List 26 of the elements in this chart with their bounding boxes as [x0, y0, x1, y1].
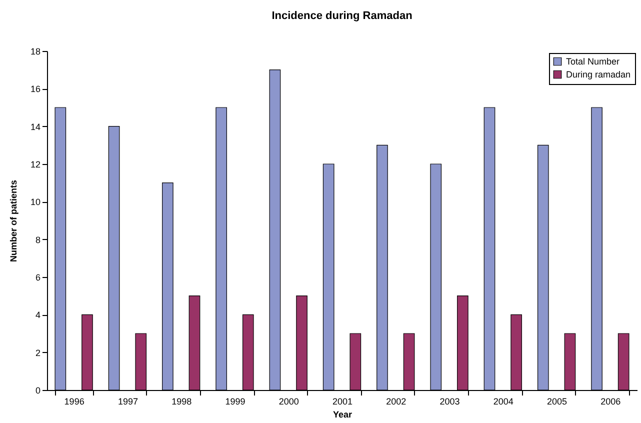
y-tick-label: 6 — [35, 272, 40, 282]
x-tick-label: 2005 — [547, 396, 568, 406]
x-tick-label: 1996 — [64, 396, 84, 406]
x-tick-label: 2002 — [386, 396, 406, 406]
y-tick-label: 14 — [30, 122, 40, 132]
y-tick-label: 8 — [35, 234, 40, 245]
x-tick-label: 2004 — [493, 396, 514, 406]
x-tick-label: 1999 — [225, 396, 246, 406]
y-tick-label: 2 — [35, 348, 40, 358]
y-axis-title: Number of patients — [8, 180, 18, 262]
x-axis-title: Year — [332, 410, 352, 420]
x-tick-label: 1998 — [172, 396, 192, 406]
y-tick-label: 16 — [30, 84, 40, 94]
y-tick-label: 10 — [30, 197, 40, 208]
x-tick-label: 1997 — [118, 396, 138, 406]
y-tick-label: 0 — [35, 386, 40, 396]
x-tick-label: 2000 — [278, 396, 299, 406]
x-tick-label: 2003 — [440, 396, 460, 406]
x-tick-label: 2006 — [600, 396, 621, 406]
y-tick-label: 4 — [35, 310, 40, 320]
x-tick-label: 2001 — [332, 396, 353, 406]
legend-label: During ramadan — [566, 70, 631, 80]
y-tick-label: 18 — [30, 46, 40, 56]
y-tick-label: 12 — [30, 160, 40, 170]
chart-title: Incidence during Ramadan — [272, 10, 413, 22]
legend-label: Total Number — [566, 56, 620, 66]
